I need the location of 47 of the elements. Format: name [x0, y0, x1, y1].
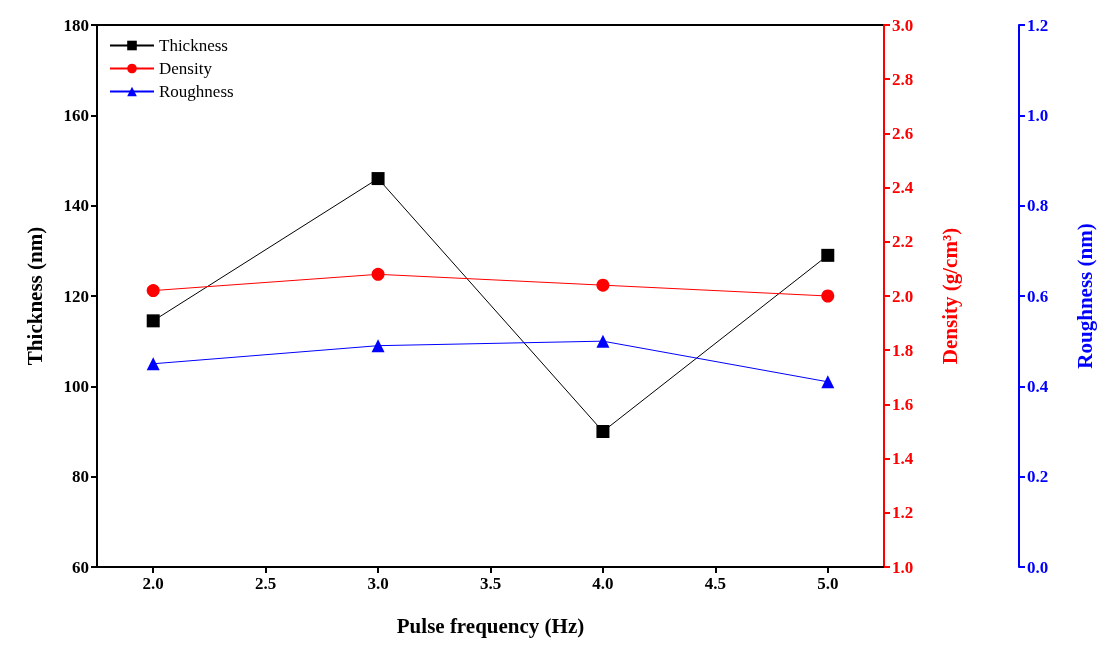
y3-tick-label: 0.0 — [1027, 557, 1049, 577]
y-tick-label: 60 — [72, 557, 89, 577]
y2-tick-label: 1.8 — [892, 340, 914, 360]
y2-axis-title: Density (g/cm³) — [937, 227, 962, 365]
legend-label: Thickness — [159, 36, 228, 55]
point — [146, 357, 160, 371]
legend-label: Density — [159, 59, 213, 78]
y3-tick-label: 0.8 — [1027, 196, 1049, 216]
point — [596, 334, 610, 348]
point — [371, 172, 385, 186]
x-axis-title: Pulse frequency (Hz) — [396, 613, 585, 638]
y3-tick-label: 0.2 — [1027, 467, 1049, 487]
point — [821, 375, 835, 389]
y2-tick-label: 1.6 — [892, 394, 914, 414]
x-tick-label: 5.0 — [817, 574, 839, 593]
y3-axis-title: Roughness (nm) — [1072, 223, 1097, 369]
x-tick-label: 2.0 — [142, 574, 164, 593]
x-tick-label: 4.0 — [592, 574, 614, 593]
x-tick-label: 3.0 — [367, 574, 389, 593]
y-tick-label: 80 — [72, 467, 89, 487]
point — [371, 339, 385, 353]
y3-tick-label: 1.0 — [1027, 105, 1049, 125]
x-tick-label: 3.5 — [479, 574, 502, 593]
y-tick-label: 160 — [63, 105, 89, 125]
y2-tick-label: 1.0 — [892, 557, 914, 577]
y3-tick-label: 1.2 — [1027, 15, 1049, 35]
y-tick-label: 140 — [63, 196, 89, 216]
y2-tick-label: 2.0 — [892, 286, 914, 306]
point — [596, 425, 610, 438]
y2-tick-label: 2.6 — [892, 123, 914, 143]
y2-tick-label: 1.4 — [892, 449, 914, 469]
y3-tick-label: 0.4 — [1027, 376, 1049, 396]
legend-label: Roughness — [159, 82, 234, 101]
y2-tick-label: 1.2 — [892, 503, 914, 523]
y-tick-label: 100 — [63, 376, 89, 396]
y2-tick-label: 2.2 — [892, 232, 914, 252]
x-tick-label: 2.5 — [255, 574, 277, 593]
y3-tick-label: 0.6 — [1027, 286, 1049, 306]
x-tick-label: 4.5 — [704, 574, 726, 593]
y-axis-title: Thickness (nm) — [22, 226, 47, 366]
point — [146, 314, 160, 328]
point — [821, 248, 835, 262]
y2-tick-label: 2.8 — [892, 69, 914, 89]
y2-tick-label: 2.4 — [892, 178, 914, 198]
y2-tick-label: 3.0 — [892, 15, 914, 35]
y-tick-label: 120 — [63, 286, 89, 306]
y-tick-label: 180 — [63, 15, 89, 35]
